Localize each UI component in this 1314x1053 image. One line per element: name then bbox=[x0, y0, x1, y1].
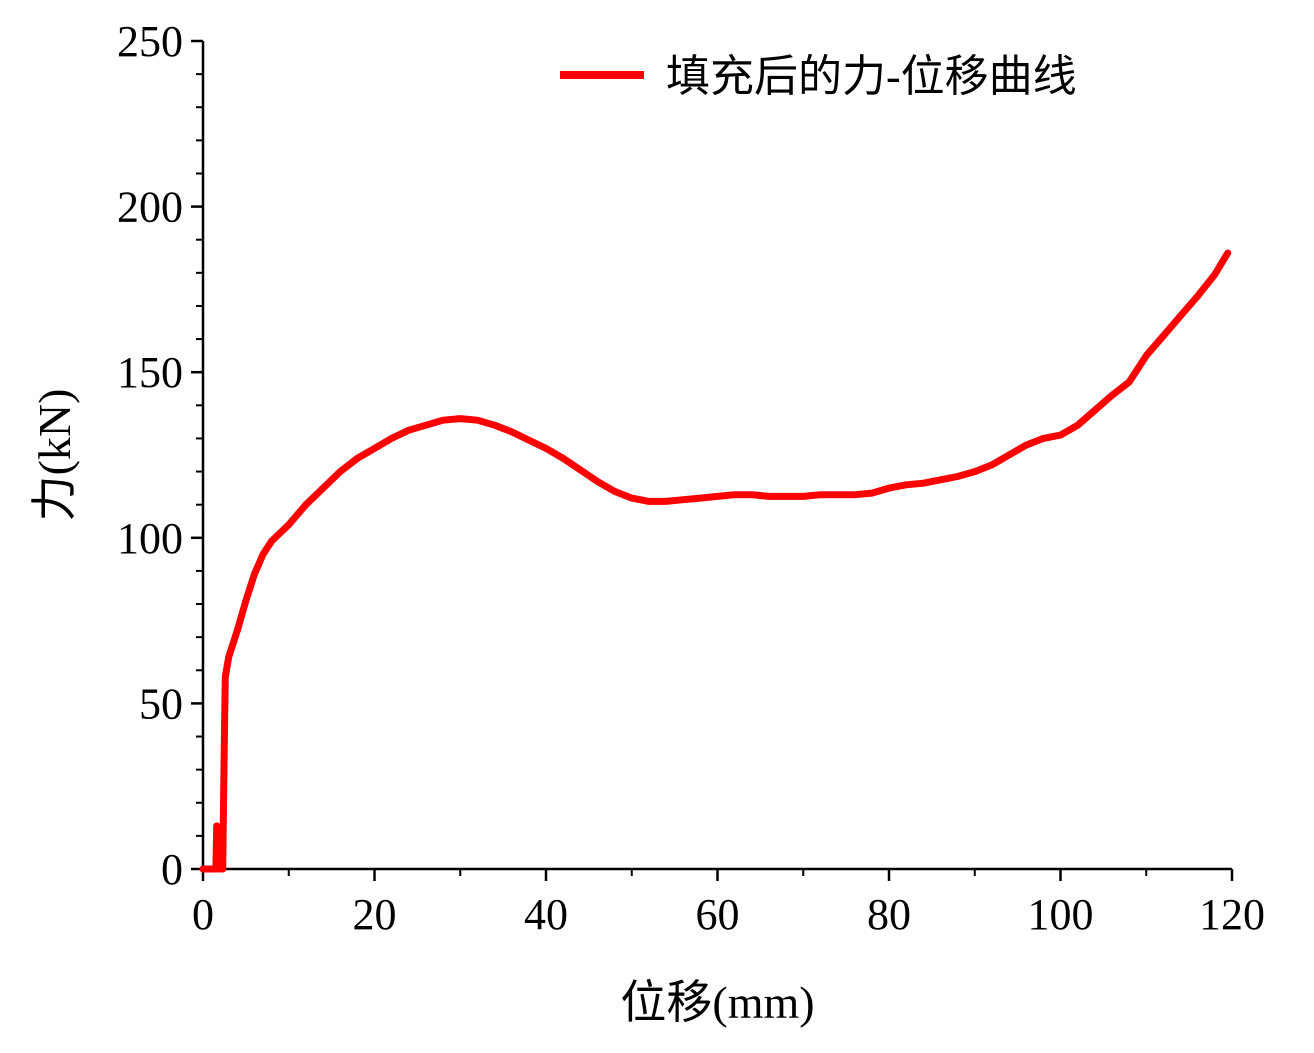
x-tick-label: 20 bbox=[353, 890, 397, 939]
legend-label: 填充后的力-位移曲线 bbox=[666, 52, 1077, 101]
x-axis-title: 位移(mm) bbox=[620, 977, 814, 1028]
y-tick-label: 200 bbox=[117, 183, 183, 232]
x-tick-label: 40 bbox=[524, 890, 568, 939]
y-tick-label: 100 bbox=[117, 514, 183, 563]
x-tick-label: 60 bbox=[696, 890, 740, 939]
y-tick-label: 50 bbox=[139, 679, 183, 728]
ticks: 0 20 40 60 80 100 120 0 50 100 150 200 250 bbox=[117, 17, 1265, 939]
legend: 填充后的力-位移曲线 bbox=[560, 52, 1077, 101]
series-line bbox=[199, 249, 1232, 873]
y-tick-label: 0 bbox=[161, 845, 183, 894]
x-tick-label: 0 bbox=[192, 890, 214, 939]
y-axis-title: 力(kN) bbox=[29, 389, 80, 522]
x-tick-label: 120 bbox=[1199, 890, 1265, 939]
x-tick-label: 80 bbox=[867, 890, 911, 939]
series-group bbox=[199, 249, 1232, 873]
y-tick-label: 250 bbox=[117, 17, 183, 66]
y-tick-label: 150 bbox=[117, 348, 183, 397]
x-tick-label: 100 bbox=[1028, 890, 1094, 939]
